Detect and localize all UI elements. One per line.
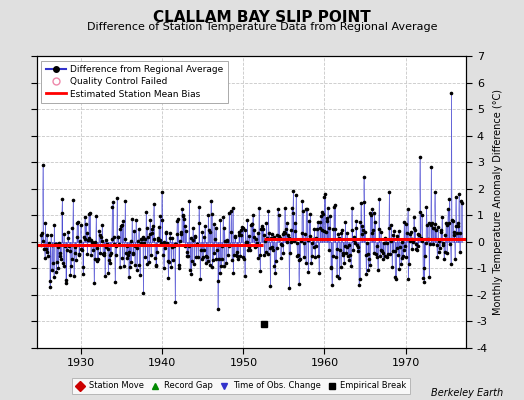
- Legend: Difference from Regional Average, Quality Control Failed, Estimated Station Mean: Difference from Regional Average, Qualit…: [41, 60, 228, 103]
- Text: CLALLAM BAY SLIP POINT: CLALLAM BAY SLIP POINT: [153, 10, 371, 25]
- Legend: Station Move, Record Gap, Time of Obs. Change, Empirical Break: Station Move, Record Gap, Time of Obs. C…: [72, 378, 410, 394]
- Text: Difference of Station Temperature Data from Regional Average: Difference of Station Temperature Data f…: [87, 22, 437, 32]
- Y-axis label: Monthly Temperature Anomaly Difference (°C): Monthly Temperature Anomaly Difference (…: [494, 89, 504, 315]
- Text: Berkeley Earth: Berkeley Earth: [431, 388, 503, 398]
